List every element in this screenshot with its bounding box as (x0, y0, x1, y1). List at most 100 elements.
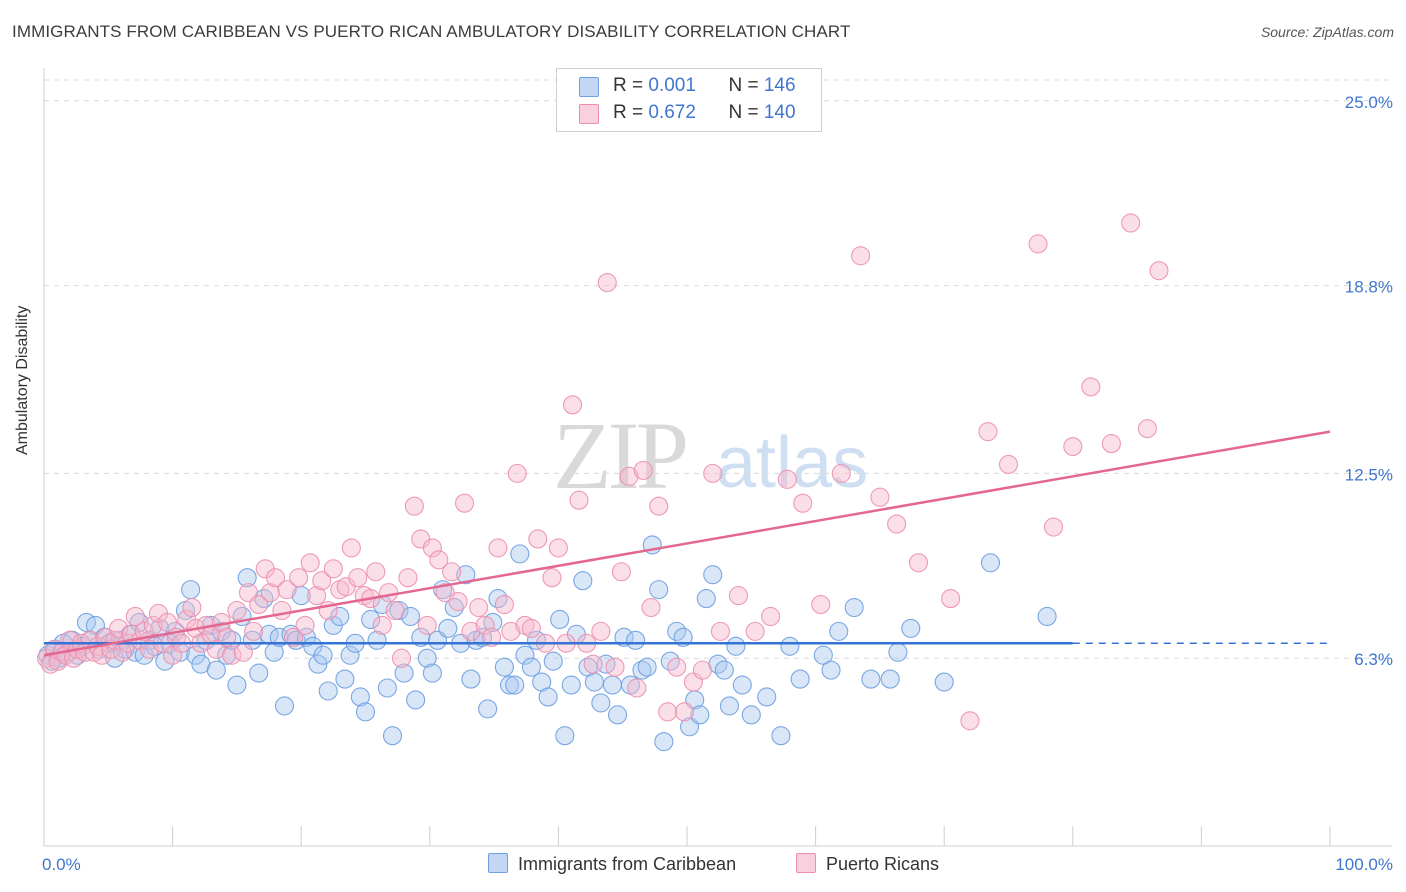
caribbean-point (780, 636, 800, 656)
puerto-rican-point (1028, 234, 1048, 254)
legend-n-label-2: N = (728, 102, 764, 123)
puerto-rican-point (703, 463, 723, 483)
puerto-rican-point (461, 621, 481, 641)
puerto-rican-point (277, 580, 297, 600)
puerto-rican-point (272, 600, 292, 621)
puerto-rican-point (728, 586, 748, 606)
bottom-swatch-blue (488, 853, 508, 873)
caribbean-point (318, 681, 338, 701)
watermark-zip: ZIP (553, 402, 689, 509)
caribbean-point (637, 657, 657, 677)
puerto-rican-point (667, 657, 687, 677)
caribbean-point (478, 699, 498, 719)
puerto-rican-point (583, 654, 603, 674)
caribbean-point (608, 705, 628, 725)
caribbean-point (350, 687, 370, 707)
caribbean-point (714, 660, 734, 680)
caribbean-point (673, 627, 693, 647)
puerto-rican-point (372, 615, 392, 635)
bottom-legend-label-puerto-rican: Puerto Ricans (826, 854, 940, 874)
caribbean-point (584, 672, 604, 692)
y-axis-label: Ambulatory Disability (14, 305, 31, 455)
puerto-rican-point (597, 273, 617, 293)
caribbean-point (654, 732, 674, 752)
puerto-rican-point (1149, 261, 1169, 281)
puerto-rican-point (429, 550, 449, 570)
puerto-rican-point (507, 463, 527, 483)
x-tick-label-min: 0.0% (42, 855, 81, 874)
caribbean-point (726, 636, 746, 656)
puerto-rican-point (422, 538, 442, 558)
x-tick-label-max: 100.0% (1335, 855, 1393, 874)
caribbean-point (649, 580, 669, 600)
puerto-rican-point (417, 615, 437, 635)
bottom-legend-label-caribbean: Immigrants from Caribbean (518, 854, 737, 874)
caribbean-point (394, 663, 414, 683)
legend-r-value-1: 0.001 (648, 75, 696, 96)
puerto-rican-point (1121, 213, 1141, 233)
puerto-rican-point (851, 246, 871, 266)
puerto-rican-point (641, 597, 661, 618)
puerto-rican-point (283, 627, 304, 647)
puerto-rican-point (157, 612, 178, 632)
caribbean-point (538, 687, 558, 707)
caribbean-point (521, 657, 541, 677)
caribbean-point (335, 669, 355, 689)
puerto-rican-point (887, 514, 907, 534)
caribbean-point (696, 589, 716, 609)
caribbean-point (330, 606, 350, 627)
puerto-rican-point (831, 463, 851, 483)
caribbean-point (483, 612, 503, 632)
caribbean-point (880, 669, 900, 689)
y-tick-label: 12.5% (1345, 465, 1393, 484)
y-tick-label: 18.8% (1345, 278, 1393, 297)
puerto-rican-point (398, 568, 418, 588)
puerto-rican-point (217, 627, 237, 647)
puerto-rican-point (379, 583, 399, 603)
puerto-rican-point (295, 615, 315, 635)
puerto-rican-point (793, 493, 813, 513)
puerto-rican-point (391, 648, 412, 668)
caribbean-point (499, 675, 520, 695)
puerto-rican-point (777, 469, 797, 489)
puerto-rican-point (227, 600, 247, 621)
caribbean-point (757, 687, 777, 707)
puerto-rican-point (1081, 377, 1101, 397)
caribbean-point (632, 660, 652, 680)
caribbean-point (719, 696, 739, 716)
caribbean-point (550, 609, 570, 629)
puerto-rican-point (521, 618, 541, 638)
puerto-rican-point (658, 702, 678, 722)
puerto-rican-point (1043, 517, 1064, 537)
puerto-rican-point (501, 621, 521, 641)
puerto-rican-point (611, 562, 631, 582)
caribbean-point (626, 630, 646, 650)
caribbean-point (703, 565, 723, 585)
caribbean-point (844, 597, 864, 618)
caribbean-point (355, 702, 376, 722)
puerto-rican-point (249, 594, 269, 615)
puerto-rican-point (649, 496, 669, 516)
puerto-rican-point (307, 586, 327, 606)
legend-swatch-blue (579, 77, 599, 97)
caribbean-point (237, 568, 257, 588)
caribbean-point (829, 621, 849, 641)
puerto-rican-point (548, 538, 568, 558)
puerto-rican-point (323, 559, 343, 579)
caribbean-point (543, 651, 563, 671)
puerto-rican-point (143, 615, 163, 635)
caribbean-point (1037, 606, 1057, 627)
puerto-rican-point (591, 621, 611, 641)
puerto-rican-point (674, 702, 694, 722)
puerto-rican-point (265, 568, 286, 588)
puerto-rican-point (233, 642, 253, 662)
caribbean-point (741, 705, 761, 725)
caribbean-point (377, 678, 397, 698)
puerto-rican-point (1101, 434, 1121, 454)
caribbean-point (505, 675, 525, 695)
caribbean-point (732, 675, 752, 695)
puerto-rican-point (692, 660, 712, 680)
puerto-rican-point (442, 562, 462, 582)
caribbean-point (690, 705, 710, 725)
